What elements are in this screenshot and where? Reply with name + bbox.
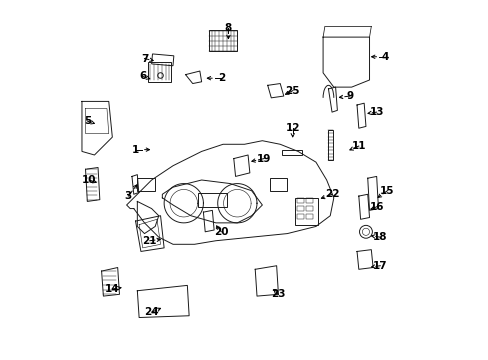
Bar xyxy=(297,206,303,211)
Text: 10: 10 xyxy=(81,175,96,185)
Bar xyxy=(305,206,312,211)
Bar xyxy=(294,198,317,225)
Text: 16: 16 xyxy=(368,202,383,212)
Text: 2: 2 xyxy=(217,73,224,83)
Text: 8: 8 xyxy=(224,23,232,33)
Text: 1: 1 xyxy=(132,145,139,155)
Bar xyxy=(198,193,226,207)
Bar xyxy=(208,30,237,51)
Text: 12: 12 xyxy=(285,123,299,133)
Text: 23: 23 xyxy=(271,289,285,299)
Text: 4: 4 xyxy=(381,52,388,62)
Bar xyxy=(297,214,303,219)
Text: 24: 24 xyxy=(144,307,159,317)
Text: 22: 22 xyxy=(324,189,339,199)
Text: 13: 13 xyxy=(368,107,383,117)
Text: 21: 21 xyxy=(142,236,157,246)
Text: 15: 15 xyxy=(379,186,394,196)
Bar xyxy=(297,198,303,203)
Bar xyxy=(282,150,301,155)
Text: 3: 3 xyxy=(124,191,132,201)
Bar xyxy=(328,130,332,160)
Text: 18: 18 xyxy=(372,232,386,242)
Text: 9: 9 xyxy=(346,91,353,101)
Text: 5: 5 xyxy=(83,116,91,126)
Bar xyxy=(137,178,155,191)
Bar xyxy=(148,62,171,82)
Bar xyxy=(151,54,174,66)
Text: 7: 7 xyxy=(141,54,148,64)
Text: 14: 14 xyxy=(105,284,120,294)
Bar xyxy=(305,198,312,203)
Text: 17: 17 xyxy=(372,261,387,271)
Bar xyxy=(269,178,287,191)
Text: 19: 19 xyxy=(256,154,271,163)
Text: 25: 25 xyxy=(285,86,299,96)
Text: 6: 6 xyxy=(139,71,146,81)
Bar xyxy=(305,214,312,219)
Text: 20: 20 xyxy=(214,227,228,237)
Text: 11: 11 xyxy=(351,141,366,151)
